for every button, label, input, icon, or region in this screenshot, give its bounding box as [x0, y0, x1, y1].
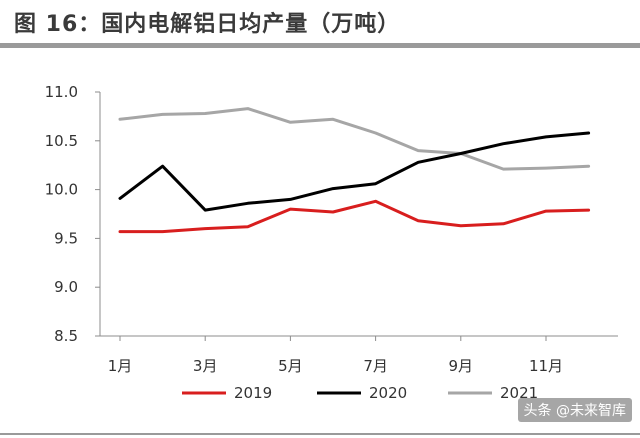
chart-legend: 2019 2020 2021: [182, 384, 538, 402]
y-tick-label: 8.5: [54, 327, 78, 345]
legend-label-2021: 2021: [500, 384, 538, 402]
series-line-2021: [118, 107, 591, 171]
series-lines: [118, 107, 591, 234]
x-tick-label: 3月: [193, 357, 218, 375]
watermark: 头条 @未来智库: [517, 398, 632, 422]
y-tick-label: 10.5: [45, 132, 78, 150]
x-tick-label: 9月: [449, 357, 474, 375]
x-tick-label: 5月: [278, 357, 303, 375]
legend-label-2020: 2020: [369, 384, 407, 402]
bottom-divider: [0, 433, 640, 435]
x-tick-label: 11月: [529, 357, 563, 375]
y-tick-label: 10.0: [45, 181, 78, 199]
y-tick-label: 11.0: [45, 83, 78, 101]
title-divider: [0, 43, 640, 48]
x-tick-label: 7月: [363, 357, 388, 375]
chart-title: 图 16：国内电解铝日均产量（万吨）: [14, 12, 401, 37]
x-tick-label: 1月: [108, 357, 133, 375]
series-line-2020: [118, 131, 591, 212]
legend-label-2019: 2019: [234, 384, 272, 402]
y-tick-label: 9.5: [54, 229, 78, 247]
chart-axes: 8.5 9.0 9.5 10.0 10.5 11.0 1月 3月 5月 7月 9月 11月: [45, 83, 618, 375]
series-line-2019: [118, 199, 591, 234]
y-tick-label: 9.0: [54, 278, 78, 296]
